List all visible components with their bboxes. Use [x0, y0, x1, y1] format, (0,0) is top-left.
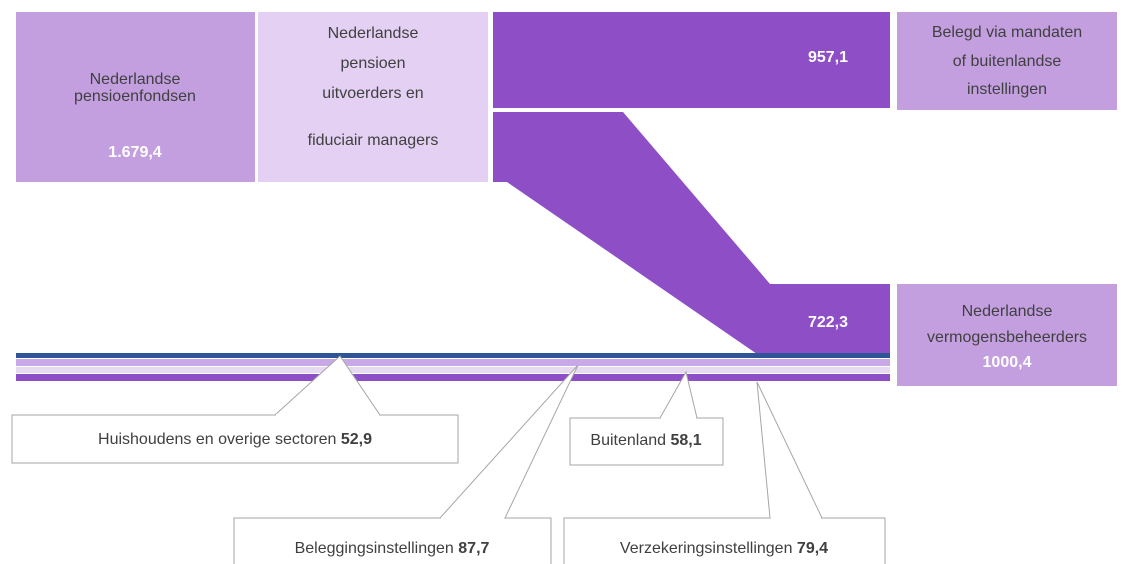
managers-box [897, 284, 1117, 386]
flow-value: 722,3 [808, 314, 848, 331]
callout-box [11, 414, 459, 464]
callout-label: Verzekeringsinstellingen [620, 540, 793, 557]
node-label: of buitenlandse [953, 53, 1062, 70]
callout-text: Buitenland 58,1 [590, 432, 701, 449]
node-label: fiduciair managers [308, 132, 439, 149]
callout-pointer [274, 355, 381, 416]
mandate-box [897, 12, 1117, 110]
callout-value: 58,1 [670, 432, 701, 449]
callout-text: Huishoudens en overige sectoren 52,9 [98, 431, 372, 448]
flow-line [16, 353, 890, 358]
node-value: 1000,4 [983, 354, 1032, 371]
callout-text: Beleggingsinstellingen 87,7 [295, 540, 490, 557]
node-label: Nederlandse [90, 71, 181, 88]
callout-pointer [659, 370, 698, 419]
callout-value: 52,9 [341, 431, 372, 448]
callout-value: 87,7 [458, 540, 489, 557]
node-label: pensioen [341, 55, 406, 72]
flow-line [16, 367, 890, 373]
node-label: Nederlandse [962, 303, 1053, 320]
node-label: pensioenfondsen [74, 88, 196, 105]
callout-box [569, 417, 724, 466]
callout-label: Huishoudens en overige sectoren [98, 431, 336, 448]
callout-box [233, 517, 552, 564]
node-value: 1.679,4 [108, 144, 161, 161]
callout-text: Verzekeringsinstellingen 79,4 [620, 540, 828, 557]
node-label: instellingen [967, 81, 1047, 98]
node-label: Nederlandse [328, 25, 419, 42]
executors-box [258, 12, 488, 182]
callout-pointer [439, 364, 579, 519]
callout-label: Beleggingsinstellingen [295, 540, 454, 557]
flow-line [16, 359, 890, 366]
node-label: vermogensbeheerders [927, 329, 1087, 346]
callout-label: Buitenland [590, 432, 666, 449]
pension-funds-box [16, 12, 255, 182]
callout-value: 79,4 [797, 540, 828, 557]
flow-line [16, 374, 890, 381]
node-label: uitvoerders en [322, 85, 423, 102]
callout-pointer [756, 381, 823, 519]
manager-flow [493, 112, 890, 354]
node-label: Belegd via mandaten [932, 24, 1082, 41]
callout-box [563, 517, 886, 564]
node-value: 957,1 [808, 49, 848, 66]
mandate-flow [493, 12, 890, 108]
